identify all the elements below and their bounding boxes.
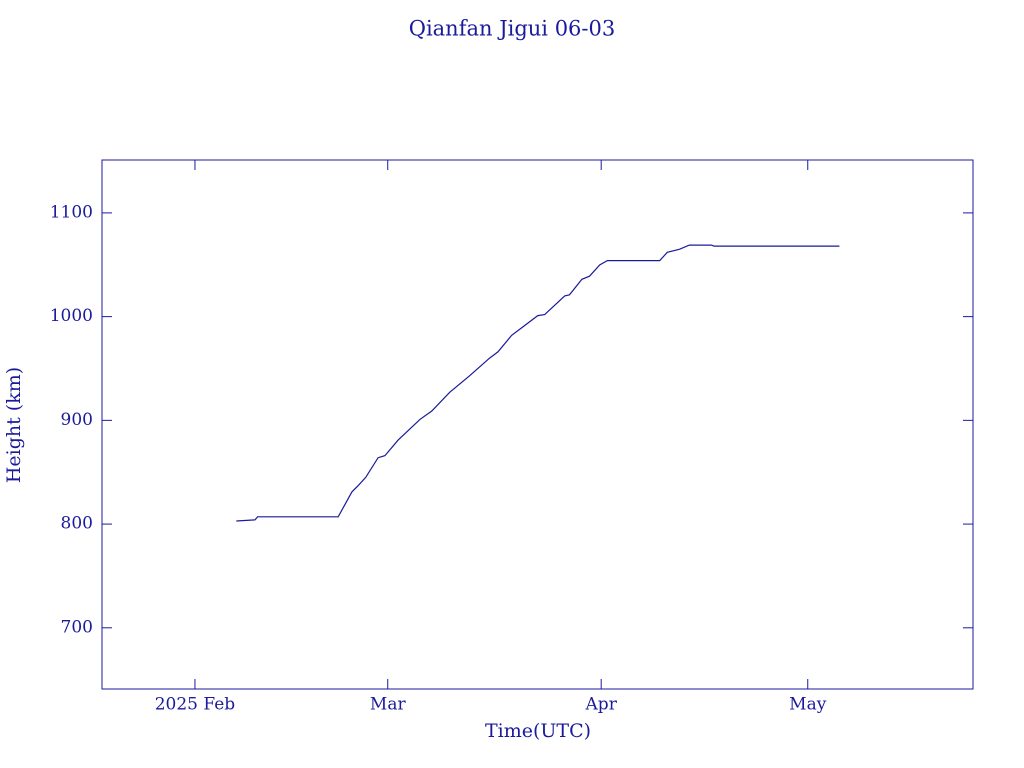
y-tick-label: 800 bbox=[61, 514, 93, 534]
data-line bbox=[236, 244, 840, 522]
plot-frame bbox=[101, 159, 974, 690]
y-tick-label: 1100 bbox=[50, 202, 93, 222]
x-tick-label: Mar bbox=[370, 695, 407, 715]
x-tick-label: 2025 Feb bbox=[155, 695, 236, 715]
y-tick-label: 700 bbox=[61, 617, 93, 637]
x-axis-label: Time(UTC) bbox=[485, 720, 591, 742]
x-tick-label: Apr bbox=[585, 695, 618, 715]
y-axis-label: Height (km) bbox=[3, 367, 25, 483]
y-tick-label: 900 bbox=[61, 410, 93, 430]
y-tick-label: 1000 bbox=[50, 306, 93, 326]
x-tick-label: May bbox=[789, 695, 827, 715]
chart-title: Qianfan Jigui 06-03 bbox=[409, 17, 616, 41]
